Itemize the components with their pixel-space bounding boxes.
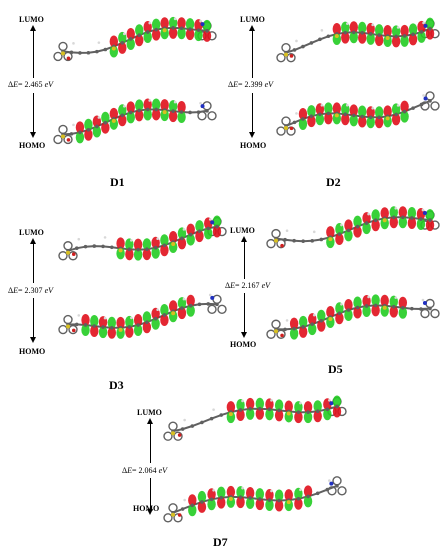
- energy-arrow-up: [147, 418, 153, 463]
- panel-label-d5: D5: [328, 362, 343, 376]
- homo-label: HOMO: [133, 504, 160, 513]
- lumo-label: LUMO: [230, 226, 255, 235]
- lumo-orbital-d2: [276, 17, 440, 63]
- gap-value: = 2.399: [238, 80, 263, 89]
- energy-arrow-down: [30, 298, 36, 343]
- lumo-label: LUMO: [240, 15, 265, 24]
- homo-label: HOMO: [19, 141, 46, 150]
- homo-label: HOMO: [230, 340, 257, 349]
- lumo-orbital-d7: [163, 395, 347, 441]
- energy-gap-label: ΔE= 2.167 eV: [225, 281, 270, 290]
- panel-label-d1: D1: [110, 175, 125, 189]
- homo-orbital-d3: [58, 293, 227, 339]
- panel-label-d7: D7: [213, 535, 228, 549]
- panel-label-d3: D3: [109, 378, 124, 392]
- energy-arrow-down: [30, 93, 36, 138]
- gap-symbol: E: [13, 286, 19, 295]
- energy-arrow-down: [241, 293, 247, 338]
- lumo-orbital-d1: [53, 16, 217, 62]
- lumo-label: LUMO: [19, 228, 44, 237]
- gap-unit: eV: [44, 286, 53, 295]
- homo-label: HOMO: [19, 347, 46, 356]
- gap-unit: eV: [158, 466, 167, 475]
- homo-orbital-d5: [266, 294, 440, 340]
- energy-gap-label: ΔE= 2.465 eV: [8, 80, 53, 89]
- energy-gap-label: ΔE= 2.064 eV: [122, 466, 167, 475]
- gap-unit: eV: [264, 80, 273, 89]
- energy-arrow-up: [30, 25, 36, 78]
- homo-label: HOMO: [240, 141, 267, 150]
- energy-arrow-up: [241, 236, 247, 279]
- energy-arrow-down: [147, 478, 153, 515]
- gap-symbol: E: [230, 281, 236, 290]
- lumo-orbital-d3: [58, 215, 227, 261]
- gap-unit: eV: [261, 281, 270, 290]
- gap-symbol: E: [233, 80, 239, 89]
- gap-value: = 2.307: [18, 286, 43, 295]
- gap-symbol: E: [127, 466, 133, 475]
- panel-label-d2: D2: [326, 175, 341, 189]
- gap-value: = 2.465: [18, 80, 43, 89]
- lumo-orbital-d5: [266, 206, 440, 249]
- homo-orbital-d2: [276, 91, 440, 136]
- gap-symbol: E: [13, 80, 19, 89]
- energy-arrow-up: [30, 238, 36, 283]
- energy-arrow-down: [249, 93, 255, 138]
- energy-gap-label: ΔE= 2.399 eV: [228, 80, 273, 89]
- gap-value: = 2.064: [132, 466, 157, 475]
- homo-orbital-d1: [53, 98, 217, 145]
- homo-orbital-d7: [163, 476, 347, 523]
- energy-arrow-up: [249, 25, 255, 78]
- lumo-label: LUMO: [137, 408, 162, 417]
- gap-unit: eV: [44, 80, 53, 89]
- gap-value: = 2.167: [235, 281, 260, 290]
- energy-gap-label: ΔE= 2.307 eV: [8, 286, 53, 295]
- lumo-label: LUMO: [19, 15, 44, 24]
